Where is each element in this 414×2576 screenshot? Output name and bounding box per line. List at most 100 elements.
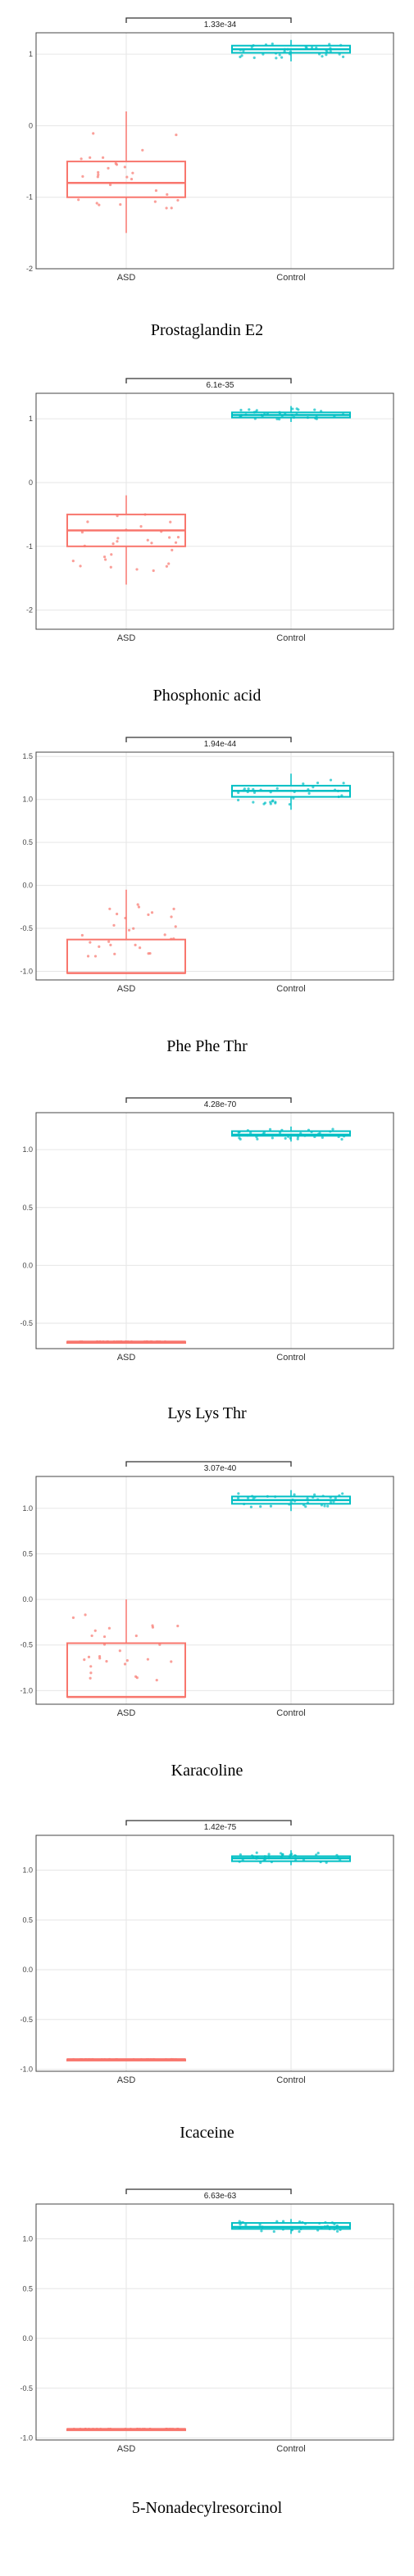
y-tick-label: 0.5 (22, 1916, 33, 1924)
data-point (259, 1861, 262, 1864)
data-point (86, 520, 89, 524)
data-point (340, 1137, 343, 1141)
data-point (123, 166, 126, 169)
data-point (339, 1858, 342, 1862)
y-tick-label: -1 (26, 542, 33, 551)
data-point (302, 1503, 306, 1507)
data-point (131, 171, 134, 175)
data-point (83, 1658, 86, 1662)
data-point (243, 787, 246, 791)
data-point (320, 410, 323, 413)
data-point (239, 55, 242, 59)
significance-bracket (125, 2188, 292, 2194)
y-tick-label: 0.5 (22, 1550, 33, 1558)
data-point (237, 1492, 240, 1495)
data-point (313, 1135, 316, 1139)
data-point (176, 198, 180, 202)
data-point (95, 202, 98, 205)
data-point (284, 1136, 287, 1140)
data-point (283, 48, 286, 51)
data-point (274, 1495, 277, 1499)
data-point (274, 800, 277, 804)
y-tick-label: 1.0 (22, 1145, 33, 1154)
y-tick-label: 1.0 (22, 2235, 33, 2243)
plot-frame (35, 2203, 394, 2441)
y-tick-label: -0.5 (20, 1319, 33, 1327)
data-point (292, 796, 295, 800)
data-point (252, 43, 255, 48)
data-point (166, 193, 169, 196)
data-point (168, 536, 171, 539)
x-category-label: ASD (117, 2075, 136, 2085)
data-point (255, 1851, 258, 1854)
chart-title: 5-Nonadecylresorcinol (131, 2499, 283, 2517)
data-point (323, 1504, 326, 1508)
data-point (176, 1624, 180, 1628)
y-tick-label: -0.5 (20, 924, 33, 932)
data-point (79, 1340, 82, 1344)
data-point (89, 1665, 93, 1668)
significance-bracket (125, 17, 292, 23)
data-point (252, 800, 255, 804)
data-point (174, 925, 177, 928)
data-point (298, 2230, 301, 2234)
data-point (83, 544, 86, 547)
data-point (289, 1500, 293, 1503)
data-point (280, 1128, 284, 1132)
data-point (116, 537, 120, 540)
boxplot-panel: 1 0 -1 -2 ASD Control 6.1e-35 Phosphonic acid (0, 361, 414, 719)
data-point (84, 2057, 87, 2061)
y-tick-label: -2 (26, 606, 33, 615)
data-point (288, 1503, 291, 1506)
data-point (137, 905, 141, 909)
chart-title: Karacoline (171, 1762, 243, 1780)
data-point (289, 1853, 292, 1857)
data-point (246, 1134, 249, 1137)
data-point (329, 50, 332, 53)
data-point (239, 414, 243, 417)
boxplot-svg: 1 0 -1 -2 ASD Control 1.33e-34 (26, 17, 394, 283)
data-point (165, 565, 168, 568)
data-point (86, 955, 90, 958)
data-point (117, 1340, 121, 1344)
data-point (288, 1856, 292, 1859)
data-point (107, 2057, 111, 2061)
data-point (341, 55, 345, 58)
data-point (267, 1857, 271, 1860)
data-point (314, 416, 317, 420)
boxplot-svg: 1 0 -1 -2 ASD Control 6.1e-35 (26, 378, 394, 643)
data-point (329, 1500, 333, 1503)
data-point (312, 786, 315, 789)
data-point (278, 418, 281, 421)
data-point (269, 1504, 273, 1508)
data-point (81, 175, 84, 178)
data-point (134, 943, 137, 946)
x-category-label: ASD (117, 633, 136, 643)
y-tick-label: -1.0 (20, 968, 33, 976)
data-point (125, 1340, 128, 1344)
boxplot-svg: 1.0 0.5 0.0 -0.5 -1.0 ASD Control 6.63e-63 (20, 2188, 394, 2454)
data-point (342, 782, 345, 785)
data-point (315, 1853, 318, 1857)
data-point (100, 2057, 103, 2061)
data-point (164, 2057, 168, 2061)
data-point (103, 2057, 107, 2061)
data-point (116, 540, 119, 543)
data-point (238, 1130, 241, 1134)
data-point (261, 2225, 264, 2229)
data-point (334, 788, 337, 791)
data-point (113, 952, 116, 955)
data-point (264, 43, 268, 47)
data-point (283, 50, 286, 53)
data-point (129, 2428, 133, 2431)
data-point (249, 1505, 252, 1508)
data-point (238, 2226, 242, 2229)
data-point (139, 2428, 142, 2431)
y-tick-label: -2 (26, 265, 33, 273)
data-point (80, 157, 83, 161)
data-point (132, 927, 135, 930)
data-point (255, 409, 258, 412)
y-tick-label: 0 (29, 121, 33, 129)
data-point (339, 43, 343, 47)
data-point (95, 2428, 98, 2431)
